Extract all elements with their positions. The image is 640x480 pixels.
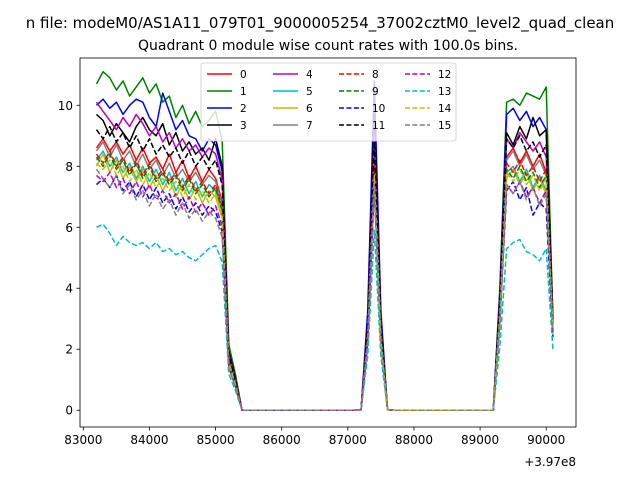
chart-title: Quadrant 0 module wise count rates with … <box>138 38 518 54</box>
figure-suptitle: n file: modeM0/AS1A11_079T01_9000005254_… <box>26 14 615 33</box>
legend-label-9: 9 <box>372 86 379 98</box>
legend-label-0: 0 <box>240 69 247 81</box>
legend-label-3: 3 <box>240 120 247 132</box>
legend-label-2: 2 <box>240 103 247 115</box>
y-tick-label-2: 2 <box>65 343 73 357</box>
legend-label-11: 11 <box>372 120 385 132</box>
x-tick-label-86000: 86000 <box>263 433 301 447</box>
plot-area: 83000 84000 85000 86000 87000 88000 89000 90000… <box>58 57 577 447</box>
x-tick-label-90000: 90000 <box>527 433 565 447</box>
x-offset-label: +3.97e8 <box>524 455 576 469</box>
y-tick-label-0: 0 <box>65 404 73 418</box>
legend-label-1: 1 <box>240 86 247 98</box>
x-tick-label-84000: 84000 <box>130 433 168 447</box>
y-tick-label-4: 4 <box>65 282 73 296</box>
legend-label-13: 13 <box>438 86 451 98</box>
legend-label-14: 14 <box>438 103 452 115</box>
x-tick-label-89000: 89000 <box>461 433 499 447</box>
legend-label-8: 8 <box>372 69 379 81</box>
x-tick-label-85000: 85000 <box>196 433 234 447</box>
legend-label-6: 6 <box>306 103 313 115</box>
series-line-15 <box>95 168 554 411</box>
legend-label-15: 15 <box>438 120 451 132</box>
x-tick-label-88000: 88000 <box>395 433 433 447</box>
legend-box <box>200 62 457 142</box>
legend-label-4: 4 <box>306 69 313 81</box>
axes-frame <box>79 57 577 428</box>
y-tick-label-8: 8 <box>65 160 73 174</box>
x-tick-label-83000: 83000 <box>64 433 102 447</box>
y-tick-label-6: 6 <box>65 221 73 235</box>
x-tick-label-87000: 87000 <box>329 433 367 447</box>
series-line-9 <box>95 153 554 411</box>
legend-label-7: 7 <box>306 120 313 132</box>
legend-label-10: 10 <box>372 103 385 115</box>
legend-label-5: 5 <box>306 86 313 98</box>
y-tick-label-10: 10 <box>58 99 73 113</box>
legend-label-12: 12 <box>438 69 451 81</box>
